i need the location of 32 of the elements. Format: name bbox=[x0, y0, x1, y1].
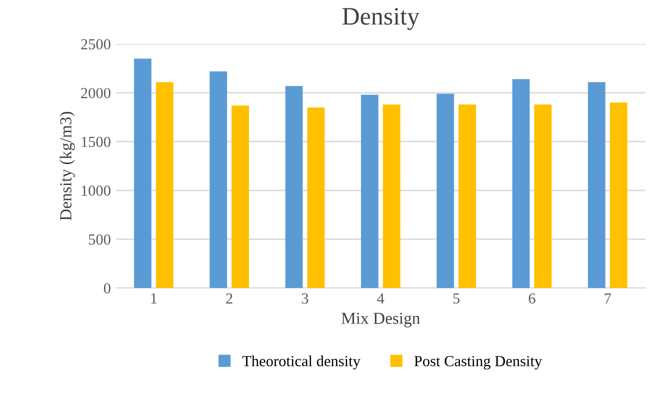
y-tick-label: 1000 bbox=[82, 186, 110, 196]
bar bbox=[588, 82, 606, 288]
y-tick-label: 2500 bbox=[81, 39, 110, 50]
bar bbox=[610, 102, 628, 288]
bar bbox=[307, 107, 325, 288]
x-axis-title: Mix Design bbox=[342, 312, 420, 328]
bar bbox=[382, 104, 400, 288]
bar bbox=[156, 82, 174, 288]
bar bbox=[512, 79, 530, 288]
y-tick-label: 2000 bbox=[81, 88, 110, 98]
bar bbox=[134, 58, 152, 288]
x-tick-label: 7 bbox=[604, 293, 611, 304]
legend-label: Theorotical density bbox=[242, 356, 360, 370]
y-tick-label: 0 bbox=[104, 283, 110, 294]
bar bbox=[458, 104, 476, 288]
bar bbox=[436, 94, 454, 288]
legend-label: Post Casting Density bbox=[414, 356, 542, 370]
bar bbox=[232, 105, 250, 288]
x-tick-label: 6 bbox=[528, 293, 536, 304]
y-tick-label: 1500 bbox=[82, 136, 110, 148]
bar bbox=[210, 71, 228, 288]
x-tick-label: 1 bbox=[151, 293, 157, 304]
bar bbox=[534, 104, 552, 288]
x-tick-label: 5 bbox=[453, 293, 460, 304]
y-tick-label: 500 bbox=[88, 234, 110, 245]
x-tick-label: 4 bbox=[377, 293, 384, 304]
x-tick-label: 3 bbox=[302, 293, 308, 304]
bar bbox=[360, 94, 378, 288]
bar bbox=[285, 86, 303, 288]
chart-title: Density bbox=[342, 8, 420, 30]
y-axis-title: Density (kg/m3) bbox=[60, 112, 75, 220]
x-tick-label: 2 bbox=[226, 293, 232, 304]
